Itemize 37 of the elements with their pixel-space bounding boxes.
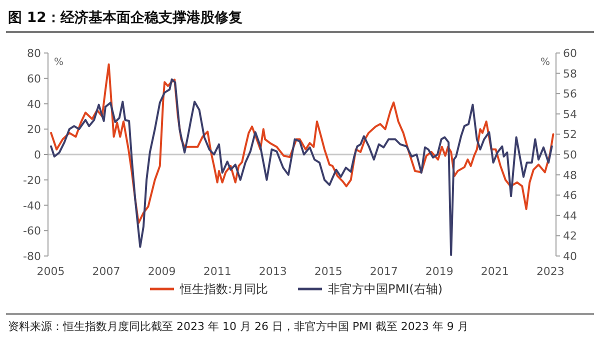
y-axis-title: % [54, 57, 64, 68]
y-tick-label: -60 [23, 224, 41, 238]
x-tick-label: 2015 [314, 265, 342, 278]
x-tick-label: 2019 [425, 265, 454, 278]
x-tick-label: 2013 [258, 265, 287, 278]
y-tick-label: -40 [23, 199, 41, 212]
legend-label: 非官方中国PMI(右轴) [328, 282, 443, 296]
y2-tick-label: 44 [563, 209, 577, 222]
x-tick-label: 2023 [536, 265, 564, 278]
y2-tick-label: 42 [563, 230, 577, 243]
x-tick-label: 2005 [36, 265, 65, 278]
plot: -80 -60 -40 -20 0 20 40 60 80 40 42 44 46 48 50 52 54 56 58 60 2005 2007 2009 2011 2013 2015 2017 2019 2021 2023 % % [23, 47, 577, 278]
x-tick-label: 2017 [370, 265, 398, 278]
y2-tick-label: 58 [563, 67, 577, 80]
y-tick-label: 60 [27, 72, 41, 86]
y-tick-label: -20 [23, 174, 41, 187]
x-tick-label: 2021 [480, 265, 509, 278]
x-tick-label: 2007 [92, 265, 120, 278]
chart-title: 图 12：经济基本面企稳支撑港股修复 [8, 9, 242, 26]
text: 资料来源：恒生指数月度同比截至 2023 年 10 月 26 日，非官方中国 PMI 截至 2023 年 9 月 [8, 320, 468, 333]
x-tick-label: 2009 [148, 265, 176, 278]
y-tick-label: 40 [27, 98, 41, 111]
y2-tick-label: 46 [563, 189, 577, 202]
y-tick-label: 20 [27, 123, 41, 136]
y2-tick-label: 52 [563, 128, 577, 142]
y2-axis-title: % [540, 57, 550, 68]
y2-tick-label: 56 [563, 88, 577, 101]
y2-tick-label: 50 [563, 148, 577, 162]
y2-tick-label: 54 [563, 108, 577, 121]
y-tick-label: -80 [23, 250, 41, 263]
y2-tick-label: 40 [563, 250, 577, 263]
y2-tick-label: 48 [563, 168, 577, 182]
y2-tick-label: 60 [563, 47, 577, 60]
x-tick-label: 2011 [203, 265, 232, 278]
y-tick-label: 0 [34, 148, 41, 162]
legend-label: 恒生指数:月同比 [179, 282, 268, 296]
y-tick-label: 80 [27, 47, 41, 60]
